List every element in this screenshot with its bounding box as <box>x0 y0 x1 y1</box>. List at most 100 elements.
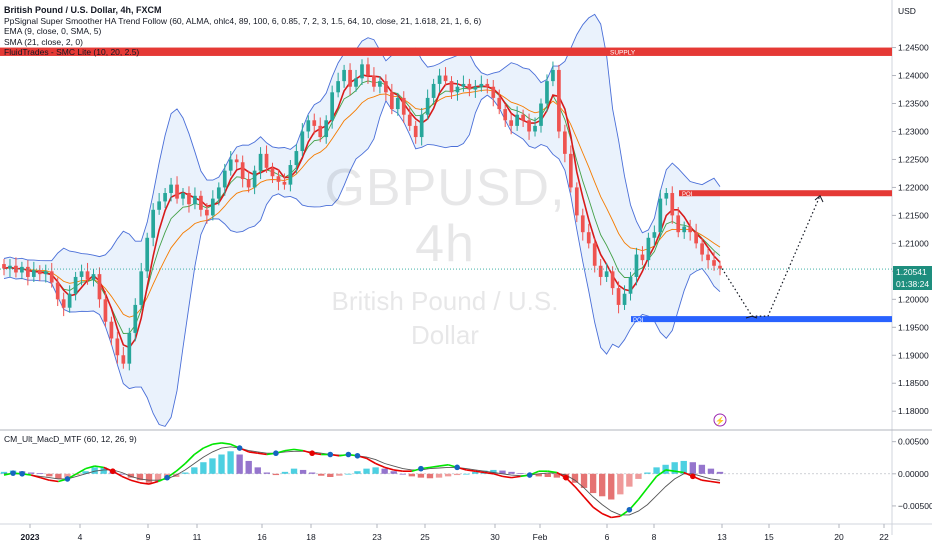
macd-histogram-bar <box>580 473 588 488</box>
candle-body <box>533 125 537 132</box>
candle-body <box>694 232 698 244</box>
osc-tick-label: 0.00000 <box>898 469 929 479</box>
legend-indicator-fluidtrades[interactable]: FluidTrades - SMC Lite (10, 20, 2.5) <box>4 47 140 57</box>
candle-body <box>133 304 138 333</box>
macd-histogram-bar <box>617 473 624 495</box>
price-tick-label: 1.20000 <box>898 294 929 304</box>
macd-line-segment <box>547 470 557 474</box>
legend-indicator-sma[interactable]: SMA (21, close, 2, 0) <box>4 36 83 47</box>
candle-body <box>574 187 579 216</box>
macd-line-segment <box>637 487 649 500</box>
macd-histogram-bar <box>544 473 551 477</box>
macd-histogram-bar <box>318 473 325 476</box>
macd-histogram-bar <box>336 473 343 476</box>
candle-body <box>324 120 329 138</box>
macd-line-segment <box>366 457 376 465</box>
candle-body <box>169 184 173 194</box>
candle-body <box>300 131 305 152</box>
legend-indicator-ppsignal[interactable]: PpSignal Super Smoother HA Trend Follow … <box>4 15 482 26</box>
macd-histogram-bar <box>680 460 687 474</box>
candle-body <box>431 83 436 98</box>
macd-histogram-bar <box>644 472 651 474</box>
candle-body <box>604 271 609 277</box>
candle-body <box>91 274 96 280</box>
macd-histogram-bar <box>308 472 316 474</box>
candle-body <box>640 254 645 261</box>
candle-body <box>592 243 597 266</box>
candle-body <box>342 69 346 82</box>
macd-histogram-bar <box>272 473 280 476</box>
macd-histogram-bar <box>37 473 44 474</box>
candle-body <box>419 114 424 138</box>
macd-histogram-bar <box>354 471 361 474</box>
time-tick-label: 2023 <box>21 532 40 542</box>
macd-histogram-bar <box>517 473 524 474</box>
candle-body <box>676 215 681 233</box>
candle-body <box>443 75 448 82</box>
candle-body <box>282 181 287 185</box>
legend-indicator-ema[interactable]: EMA (9, close, 0, SMA, 5) <box>4 26 102 36</box>
macd-histogram-bar <box>127 473 135 478</box>
macd-histogram-bar <box>417 473 425 478</box>
candle-body <box>151 209 156 238</box>
poi-zone <box>631 316 892 323</box>
chart-title[interactable]: British Pound / U.S. Dollar, 4h, FXCM <box>4 5 162 15</box>
candle-body <box>384 81 388 93</box>
macd-histogram-bar <box>698 464 706 474</box>
macd-histogram-bar <box>290 468 298 474</box>
macd-histogram-bar <box>55 473 62 479</box>
candle-body <box>539 103 543 126</box>
macd-line-segment <box>221 442 231 446</box>
macd-line-segment <box>139 481 150 485</box>
candle-body <box>127 332 132 364</box>
macd-line-segment <box>656 469 667 478</box>
candle-body <box>109 321 114 339</box>
macd-line-segment <box>130 479 141 484</box>
macd-histogram-bar <box>254 467 261 474</box>
macd-line-segment <box>393 469 403 473</box>
price-tick-label: 1.21500 <box>898 210 929 220</box>
candle-body <box>103 299 108 322</box>
price-axis-unit: USD <box>898 6 916 16</box>
candle-body <box>270 167 275 177</box>
candle-body <box>503 109 508 121</box>
candle-body <box>378 81 382 87</box>
candle-body <box>580 215 585 233</box>
price-tick-label: 1.19000 <box>898 350 929 360</box>
macd-cross-dot <box>345 451 352 458</box>
macd-histogram-bar <box>571 473 579 483</box>
candle-body <box>568 153 573 188</box>
candle-body <box>389 92 394 110</box>
oscillator-label[interactable]: CM_Ult_MacD_MTF (60, 12, 26, 9) <box>4 434 137 444</box>
candle-body <box>413 125 418 138</box>
candle-body <box>485 83 490 87</box>
indicator-legend: British Pound / U.S. Dollar, 4h, FXCM Pp… <box>4 5 481 58</box>
macd-cross-dot <box>164 474 170 481</box>
time-tick-label: 16 <box>257 532 267 542</box>
macd-histogram-bar <box>499 470 506 474</box>
macd-line-segment <box>674 470 684 474</box>
macd-line-segment <box>212 442 222 446</box>
macd-cross-dot <box>454 464 460 471</box>
macd-histogram-bar <box>626 473 633 487</box>
candle-body <box>658 198 663 233</box>
candle-body <box>318 125 323 138</box>
time-tick-label: 9 <box>146 532 151 542</box>
macd-cross-dot <box>273 450 279 457</box>
macd-line-segment <box>438 463 449 467</box>
candle-body <box>706 254 710 261</box>
candle-body <box>461 83 466 87</box>
time-tick-label: 22 <box>879 532 889 542</box>
macd-line-segment <box>611 515 621 519</box>
macd-line-segment <box>284 448 295 452</box>
macd-histogram-bar <box>490 469 497 474</box>
macd-histogram-bar <box>653 467 660 474</box>
macd-cross-dot <box>354 452 361 459</box>
macd-histogram-bar <box>599 473 606 497</box>
price-tick-label: 1.22000 <box>898 182 929 192</box>
candle-body <box>234 159 239 163</box>
supply-zone <box>0 47 892 56</box>
macd-histogram-bar <box>689 462 696 474</box>
macd-histogram-bar <box>662 464 669 474</box>
